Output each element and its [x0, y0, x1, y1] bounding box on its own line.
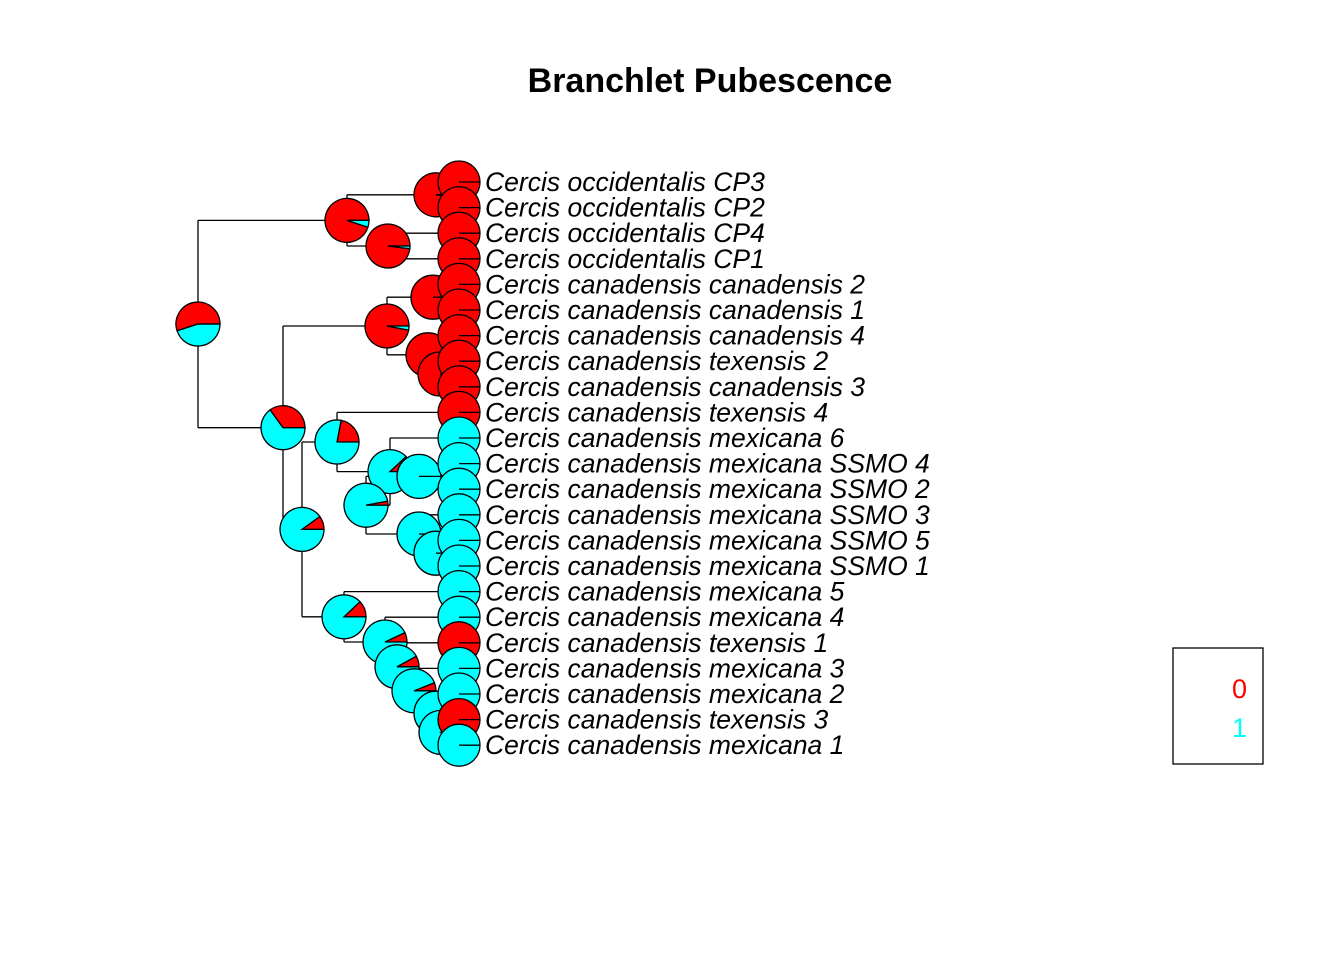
tip-label: Cercis canadensis texensis 4: [485, 397, 828, 427]
tip-label: Cercis canadensis texensis 1: [485, 628, 828, 658]
tip-label: Cercis canadensis canadensis 2: [485, 269, 865, 299]
tip-label: Cercis canadensis canadensis 4: [485, 321, 865, 351]
tip-label: Cercis canadensis texensis 2: [485, 346, 828, 376]
pie-slice-state-0: [269, 405, 306, 429]
node-pie-ssmo-b: [396, 453, 442, 500]
node-pie-mex-6-tex-4: [314, 419, 360, 465]
node-pie-root: [175, 301, 221, 347]
pie-slice-state-1: [314, 419, 360, 465]
pie-slice-state-1: [279, 506, 325, 553]
pie-slice-state-1: [386, 325, 410, 331]
tip-label: Cercis canadensis mexicana SSMO 3: [485, 500, 930, 530]
node-pie-ssmo-a: [343, 482, 389, 528]
pie-slice-state-1: [176, 323, 221, 347]
legend-box: [1172, 647, 1264, 765]
legend: 0 1: [1172, 647, 1264, 765]
tip-label: Cercis canadensis mexicana 6: [485, 423, 845, 453]
tip-pie: [437, 723, 481, 767]
tip-label: Cercis canadensis texensis 3: [485, 705, 828, 735]
node-pie-occidentalis: [324, 197, 370, 244]
legend-label-0: 0: [1232, 674, 1247, 704]
pie-slice-state-1: [343, 482, 389, 528]
tip-label: Cercis occidentalis CP3: [485, 167, 765, 197]
tip-label: Cercis canadensis mexicana 5: [485, 577, 845, 607]
node-pie-canadensis-mexicana: [260, 405, 306, 451]
internal-node-pies: [175, 172, 464, 756]
node-pie-occ-b: [365, 223, 411, 269]
legend-label-1: 1: [1232, 713, 1247, 743]
tip-label: Cercis canadensis mexicana SSMO 4: [485, 449, 930, 479]
tip-label: Cercis canadensis mexicana SSMO 2: [485, 474, 930, 504]
tip-label: Cercis canadensis canadensis 1: [485, 295, 865, 325]
tip-label: Cercis occidentalis CP1: [485, 244, 765, 274]
tip-label: Cercis canadensis mexicana 1: [485, 730, 844, 760]
tip-pies: [437, 160, 481, 767]
tip-label: Cercis canadensis mexicana SSMO 5: [485, 525, 930, 555]
tip-label: Cercis occidentalis CP4: [485, 218, 765, 248]
tip-label: Cercis canadensis mexicana 4: [485, 602, 844, 632]
tip-label: Cercis canadensis mexicana 2: [485, 679, 845, 709]
node-pie-mex-lower: [321, 594, 367, 640]
pie-slice-state-1: [387, 245, 411, 250]
tip-label: Cercis canadensis mexicana SSMO 1: [485, 551, 930, 581]
pie-slice-state-1: [346, 219, 370, 229]
pie-slice-state-1: [321, 594, 367, 640]
pie-slice-state-1: [260, 408, 306, 451]
node-pie-canadensis: [364, 303, 410, 349]
tip-label: Cercis canadensis mexicana 3: [485, 653, 845, 683]
node-pie-mexicana: [279, 506, 325, 553]
tip-label: Cercis occidentalis CP2: [485, 193, 765, 223]
figure-title: Branchlet Pubescence: [528, 62, 893, 100]
tip-label: Cercis canadensis canadensis 3: [485, 372, 865, 402]
